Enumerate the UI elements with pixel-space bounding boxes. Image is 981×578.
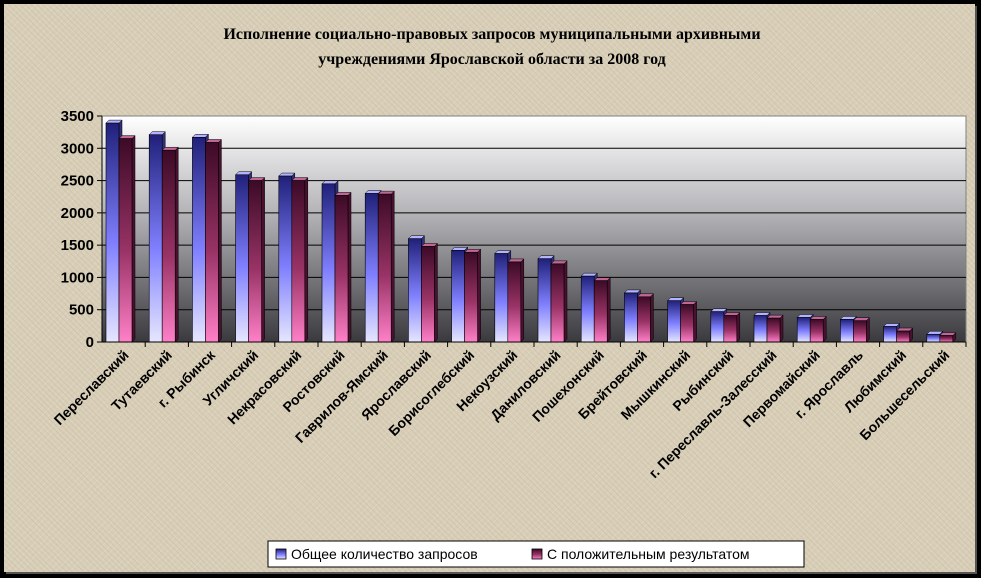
legend-label-series-2: С положительным результатом [547,546,750,562]
chart-title-line-2: учреждениями Ярославской области за 2008… [318,51,665,68]
x-tick-label: Переславский [51,347,132,428]
bar-2-4 [247,176,266,343]
bar-2-12 [593,277,611,343]
legend-swatch-series-2 [531,548,543,560]
bar-2-18 [852,317,871,343]
bar-2-16 [766,314,784,343]
bar-2-17 [809,315,827,343]
chart-title: Исполнение социально-правовых запросов м… [223,26,760,68]
plot-area [101,115,967,343]
bars [105,119,957,343]
bar-2-8 [420,242,439,343]
y-tick-label: 3000 [61,140,94,157]
legend: Общее количество запросов С положительны… [267,540,805,568]
bar-2-11 [550,260,568,343]
bar-2-1 [118,134,136,343]
bar-2-15 [723,311,741,343]
bar-2-6 [334,191,352,343]
y-tick-label: 0 [86,334,94,351]
legend-swatch-series-1 [275,548,287,560]
bar-2-5 [291,176,309,343]
y-tick-label: 500 [69,302,94,319]
chart-frame: Исполнение социально-правовых запросов м… [4,4,975,572]
bar-2-20 [939,331,957,343]
x-tick-label: Некрасовский [224,347,304,427]
bar-2-9 [463,248,482,343]
y-axis: 0 500 1000 1500 2000 2500 3000 3500 [61,108,103,351]
bar-2-13 [636,293,655,343]
y-tick-label: 2000 [61,205,94,222]
bar-2-2 [161,146,179,343]
bar-2-19 [895,327,914,343]
legend-label-series-1: Общее количество запросов [291,546,478,562]
chart-title-line-1: Исполнение социально-правовых запросов м… [223,26,760,43]
y-tick-label: 1500 [61,237,94,254]
y-tick-label: 2500 [61,173,94,190]
bar-2-14 [679,300,698,343]
chart: Исполнение социально-правовых запросов м… [51,26,967,568]
x-tick-label: Первомайский [740,347,823,430]
bar-2-3 [204,138,223,343]
y-tick-label: 3500 [61,108,94,125]
bar-2-7 [377,190,395,343]
bar-2-10 [507,258,525,343]
y-tick-label: 1000 [61,269,94,286]
